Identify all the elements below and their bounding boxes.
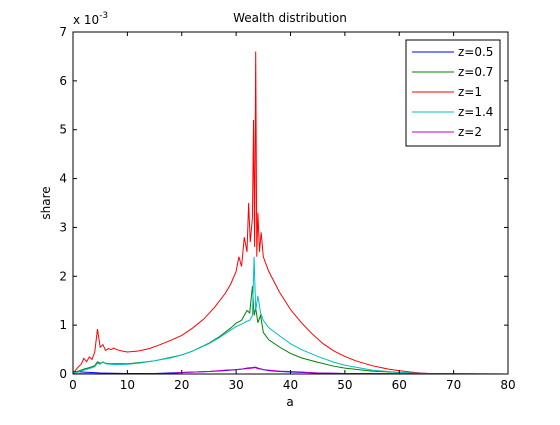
series-line-2	[72, 286, 509, 375]
svg-text:x 10-3: x 10-3	[73, 11, 108, 27]
x-tick-label: 20	[174, 378, 189, 392]
y-axis: 0 1 2 3 4 5 6 7	[59, 25, 508, 381]
legend-label: z=1	[458, 85, 482, 99]
y-tick-label: 3	[59, 220, 67, 234]
series-line-5	[72, 367, 509, 375]
x-axis: 0 10 20 30 40 50 60 70 80	[69, 32, 516, 392]
x-tick-label: 0	[69, 378, 77, 392]
y-exponent-label: x 10-3	[73, 11, 108, 27]
legend-box	[405, 39, 501, 147]
y-tick-label: 7	[59, 25, 67, 39]
series-layer	[72, 51, 509, 375]
y-tick-label: 4	[59, 172, 67, 186]
series-line-4	[72, 256, 509, 375]
x-tick-label: 40	[283, 378, 298, 392]
y-tick-label: 2	[59, 269, 67, 283]
legend: z=0.5 z=0.7 z=1 z=1.4 z=2	[405, 39, 501, 147]
x-tick-label: 10	[120, 378, 135, 392]
legend-label: z=0.7	[458, 65, 493, 79]
x-tick-label: 30	[228, 378, 243, 392]
chart-title: Wealth distribution	[233, 11, 347, 25]
y-tick-label: 0	[59, 367, 67, 381]
y-exponent-base: x 10	[73, 13, 99, 27]
legend-label: z=0.5	[458, 45, 493, 59]
y-exponent-power: -3	[99, 11, 108, 21]
x-tick-label: 60	[392, 378, 407, 392]
x-tick-label: 80	[500, 378, 515, 392]
series-line-3	[72, 51, 509, 375]
legend-label: z=2	[458, 125, 482, 139]
legend-label: z=1.4	[458, 105, 493, 119]
x-axis-label: a	[286, 395, 293, 409]
y-tick-label: 1	[59, 318, 67, 332]
y-axis-label: share	[39, 186, 53, 219]
x-tick-label: 70	[446, 378, 461, 392]
y-tick-label: 5	[59, 123, 67, 137]
x-tick-label: 50	[337, 378, 352, 392]
y-tick-label: 6	[59, 74, 67, 88]
